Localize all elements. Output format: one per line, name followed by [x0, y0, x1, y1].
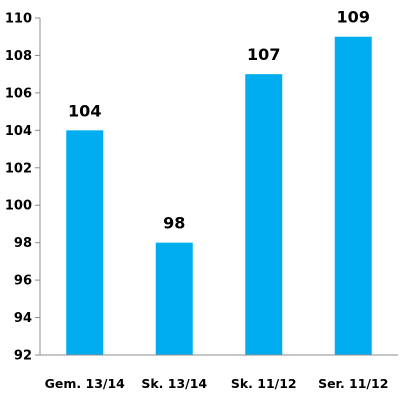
x-category-label: Gem. 13/14 — [45, 376, 126, 391]
y-tick-label: 108 — [5, 49, 32, 64]
data-labels: 104 98 107 109 — [68, 8, 370, 233]
bar — [334, 36, 372, 355]
y-tick-label: 98 — [14, 236, 32, 251]
bar-value-label: 104 — [68, 101, 101, 120]
y-tick-label: 92 — [14, 349, 32, 364]
bars — [66, 36, 372, 356]
bar — [245, 74, 283, 356]
x-axis-labels: Gem. 13/14 Sk. 13/14 Sk. 11/12 Ser. 11/12 — [45, 376, 389, 391]
y-tick-label: 104 — [5, 124, 32, 139]
bar — [66, 130, 104, 355]
bar-value-label: 107 — [247, 45, 280, 64]
y-tick-label: 102 — [5, 161, 32, 176]
y-tick-label: 100 — [5, 199, 32, 214]
y-tick-label: 96 — [14, 274, 32, 289]
bar-value-label: 109 — [337, 8, 370, 27]
bar-value-label: 98 — [163, 214, 185, 233]
x-category-label: Ser. 11/12 — [318, 376, 388, 391]
y-tick-label: 94 — [14, 311, 32, 326]
x-category-label: Sk. 13/14 — [141, 376, 207, 391]
x-category-label: Sk. 11/12 — [231, 376, 297, 391]
y-tick-label: 110 — [5, 12, 32, 27]
y-tick-label: 106 — [5, 86, 32, 101]
bar — [155, 242, 193, 355]
y-axis-ticks: 92 94 96 98 100 102 104 106 108 110 — [5, 12, 40, 364]
